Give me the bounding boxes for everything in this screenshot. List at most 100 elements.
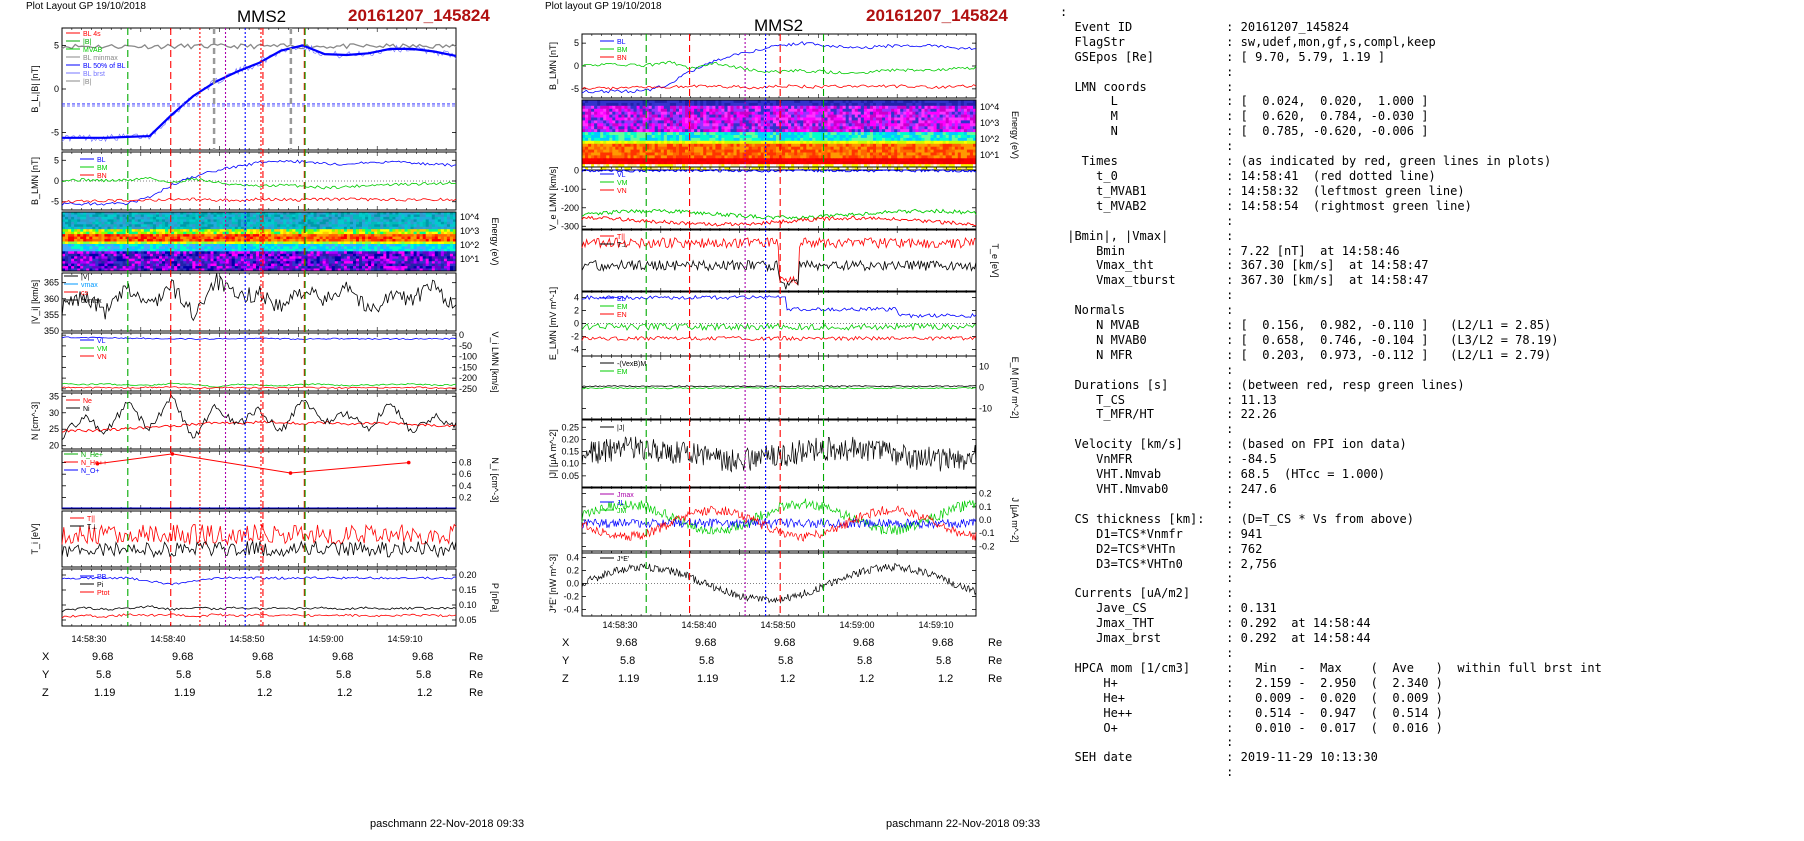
spectrogram-cell <box>386 244 390 247</box>
spectrogram-cell <box>143 256 148 260</box>
spectrogram-cell <box>222 229 227 233</box>
spectrogram-cell <box>845 102 850 107</box>
spectrogram-cell <box>204 266 208 270</box>
spectrogram-cell <box>159 229 163 233</box>
spectrogram-cell <box>231 229 236 233</box>
spectrogram-cell <box>706 111 710 116</box>
spectrogram-cell <box>113 251 117 255</box>
spectrogram-cell <box>331 231 336 235</box>
spectrogram-cell <box>383 224 387 228</box>
spectrogram-cell <box>207 236 211 240</box>
spectrogram-cell <box>419 248 424 252</box>
spectrogram-cell <box>243 236 248 240</box>
spectrogram-cell <box>149 244 154 247</box>
spectrogram-cell <box>591 100 595 104</box>
spectrogram-cell <box>140 219 145 223</box>
spectrogram-cell <box>165 244 169 247</box>
spectrogram-cell <box>860 102 865 107</box>
spectrogram-cell <box>304 219 308 223</box>
spectrogram-cell <box>951 102 956 107</box>
spectrogram-cell <box>316 266 321 270</box>
spectrogram-cell <box>195 212 199 215</box>
spectrogram-cell <box>642 102 647 107</box>
spectrogram-cell <box>195 221 199 225</box>
spectrogram-cell <box>210 231 214 235</box>
spectrogram-cell <box>128 263 133 267</box>
spectrogram-cell <box>304 251 308 255</box>
spectrogram-cell <box>827 114 831 118</box>
spectrogram-cell <box>869 117 874 121</box>
spectrogram-cell <box>343 246 348 250</box>
spectrogram-cell <box>733 114 737 118</box>
spectrogram-cell <box>389 216 393 220</box>
spectrogram-cell <box>760 102 765 107</box>
spectrogram-cell <box>446 212 451 215</box>
spectrogram-cell <box>183 266 187 270</box>
spectrogram-cell <box>624 108 628 113</box>
spectrogram-cell <box>606 114 610 118</box>
spectrogram-cell <box>389 221 393 225</box>
spectrogram-cell <box>389 261 393 265</box>
spectrogram-cell <box>760 114 765 118</box>
spectrogram-cell <box>639 111 644 116</box>
ne-trace <box>61 420 456 433</box>
spectrogram-cell <box>95 244 99 247</box>
spectrogram-cell <box>443 221 448 225</box>
spectrogram-cell <box>440 221 445 225</box>
spectrogram-cell <box>219 256 224 260</box>
spectrogram-cell <box>621 108 625 113</box>
spectrogram-cell <box>389 236 393 240</box>
spectrogram-cell <box>697 100 701 104</box>
spectrogram-cell <box>434 231 439 235</box>
spectrogram-cell <box>152 241 157 245</box>
spectrogram-cell <box>159 231 163 235</box>
spectrogram-cell <box>322 256 327 260</box>
spectrogram-cell <box>89 226 93 230</box>
spectrogram-cell <box>848 105 853 110</box>
spectrogram-cell <box>319 226 324 230</box>
spectrogram-cell <box>192 229 196 233</box>
spectrogram-cell <box>271 221 275 225</box>
spectrogram-cell <box>407 241 411 245</box>
spectrogram-cell <box>213 229 217 233</box>
left-layout-label: Plot Layout GP 19/10/2018 <box>26 1 146 12</box>
spectrogram-cell <box>231 244 236 247</box>
spectrogram-cell <box>207 268 211 272</box>
spectrogram-cell <box>428 248 433 252</box>
spectrogram-cell <box>204 251 208 255</box>
spectrogram-cell <box>368 256 372 260</box>
spectrogram-cell <box>165 266 169 270</box>
spectrogram-cell <box>116 219 121 223</box>
spectrogram-cell <box>113 229 117 233</box>
spectrogram-cell <box>618 111 622 116</box>
spectrogram-cell <box>98 266 102 270</box>
spectrogram-cell <box>222 214 227 218</box>
spectrogram-cell <box>243 221 248 225</box>
spectrogram-cell <box>137 246 142 250</box>
spectrogram-cell <box>398 212 402 215</box>
spectrogram-cell <box>280 258 284 262</box>
n-panel-frame <box>61 392 457 450</box>
spectrogram-cell <box>663 102 668 107</box>
spectrogram-cell <box>349 234 354 238</box>
spectrogram-cell <box>912 102 916 107</box>
spectrogram-cell <box>71 248 75 252</box>
right-spacecraft-title: MMS2 <box>754 16 804 35</box>
spectrogram-cell <box>437 253 442 257</box>
spectrogram-cell <box>395 236 399 240</box>
spectrogram-cell <box>900 114 904 118</box>
spectrogram-cell <box>359 231 363 235</box>
spectrogram-cell <box>603 117 607 121</box>
spectrogram-cell <box>107 263 111 267</box>
spectrogram-cell <box>165 248 169 252</box>
spectrogram-cell <box>204 224 208 228</box>
spectrogram-cell <box>183 241 187 245</box>
y-tick-label: -5 <box>51 128 59 138</box>
spectrogram-cell <box>745 100 750 104</box>
spectrogram-cell <box>885 108 889 113</box>
spectrogram-cell <box>243 253 248 257</box>
spectrogram-cell <box>389 212 393 215</box>
spectrogram-cell <box>340 251 345 255</box>
spectrogram-cell <box>437 241 442 245</box>
spectrogram-cell <box>298 226 302 230</box>
